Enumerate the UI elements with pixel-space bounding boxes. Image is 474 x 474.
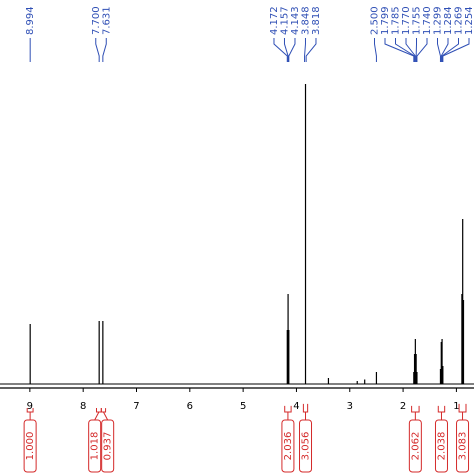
peak-label-connector — [416, 38, 428, 62]
peak-label-connector — [395, 38, 416, 62]
peak-label: 1.254 — [464, 6, 474, 35]
peak-label: 1.770 — [401, 6, 412, 35]
peak-label: 4.143 — [290, 6, 301, 35]
peak-label: 1.785 — [391, 6, 402, 35]
integral-bracket — [284, 405, 292, 420]
peak-label: 3.818 — [311, 6, 322, 35]
peak-label: 4.157 — [279, 6, 290, 35]
integral-box — [101, 419, 115, 473]
integral-label: 2.062 — [410, 432, 421, 461]
integral-label: 0.937 — [103, 432, 114, 461]
integral-box — [281, 419, 295, 473]
integral-box — [88, 419, 102, 473]
peak-label: 1.740 — [422, 6, 433, 35]
integral-bracket — [26, 408, 34, 420]
integral-box — [23, 419, 37, 473]
integral-bracket — [100, 408, 109, 421]
integral-bracket — [437, 405, 446, 420]
integral-box — [434, 419, 448, 473]
x-tick-label: 8 — [80, 401, 86, 412]
integral-label: 2.036 — [283, 432, 294, 461]
peak-label: 1.284 — [443, 6, 454, 35]
x-tick-label: 7 — [133, 401, 139, 412]
integral-box — [456, 419, 470, 473]
peak-label-connector — [442, 38, 470, 62]
integral-bracket — [458, 403, 467, 420]
x-tick-label: 3 — [347, 401, 353, 412]
peak-label: 4.172 — [269, 6, 280, 35]
integral-label: 3.056 — [301, 432, 312, 461]
x-tick-label: 2 — [400, 401, 406, 412]
peak-label-connector — [384, 38, 415, 62]
peak-label: 2.500 — [370, 6, 381, 35]
peak-label: 1.299 — [433, 6, 444, 35]
peak-label-connector — [273, 38, 288, 62]
x-tick-label: 1 — [453, 401, 459, 412]
integral-label: 1.000 — [25, 432, 36, 461]
peak-label-connector — [288, 38, 296, 62]
peak-label: 7.631 — [101, 6, 112, 35]
integral-box — [408, 419, 422, 473]
peak-label-connector — [95, 38, 100, 62]
peak-label: 1.755 — [412, 6, 423, 35]
peak-label-connector — [437, 38, 441, 62]
peak-label: 7.700 — [91, 6, 102, 35]
peak-label-connector — [405, 38, 416, 62]
x-tick-label: 4 — [293, 401, 299, 412]
peak-label-connector — [305, 38, 317, 62]
peak-label-connector — [374, 38, 377, 62]
peak-label-connector — [102, 38, 107, 62]
x-tick-label: 5 — [240, 401, 246, 412]
integral-label: 2.038 — [436, 432, 447, 461]
peak-label-connector — [304, 38, 306, 62]
peak-label-connector — [440, 38, 449, 62]
x-tick-label: 9 — [27, 401, 33, 412]
peak-label-connector — [441, 38, 460, 62]
peak-label-connector — [283, 38, 289, 62]
integral-bracket — [411, 405, 420, 420]
x-tick-label: 6 — [187, 401, 193, 412]
integral-bracket — [94, 407, 102, 421]
peak-label: 8.994 — [25, 6, 36, 35]
peak-label: 3.848 — [300, 6, 311, 35]
integral-bracket — [302, 403, 309, 420]
peak-label: 1.269 — [454, 6, 465, 35]
integral-label: 1.018 — [90, 432, 101, 461]
integral-label: 3.083 — [458, 432, 469, 461]
peak-label: 1.799 — [380, 6, 391, 35]
integral-box — [299, 419, 313, 473]
